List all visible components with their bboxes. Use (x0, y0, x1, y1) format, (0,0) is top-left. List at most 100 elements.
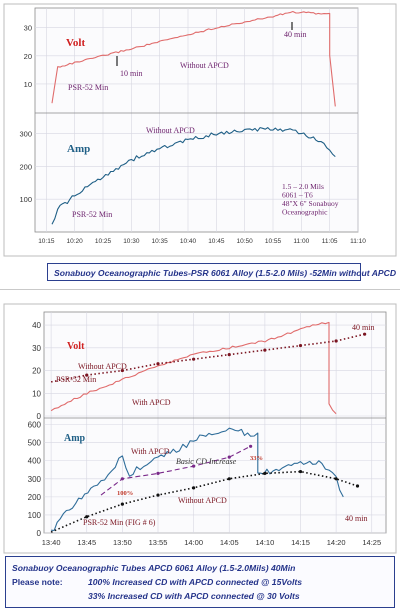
figure-2-marker-1-1-1 (85, 515, 89, 519)
figure-2-time-tick-6: 14:10 (255, 538, 274, 547)
figure-1: 10:15 10:20 10:25 10:30 10:35 10:40 10:45 10:50… (0, 0, 400, 258)
figure-1-y-tick-0-1: 20 (24, 52, 32, 61)
figure-1-info-1: 6061 – T6 (282, 191, 313, 200)
figure-2-y-tick-1-1: 100 (28, 511, 42, 520)
figure-divider (0, 289, 400, 290)
figure-1-amp-without-apcd: Without APCD (146, 126, 195, 135)
figure-2-marker-1-1-8 (334, 477, 338, 481)
figure-1-time-tick-7: 10:50 (237, 238, 254, 245)
figure-1-info-3: Oceanographic (282, 208, 328, 217)
figure-1-time-tick-6: 10:45 (208, 238, 225, 245)
figure-2-y-tick-1-0: 0 (37, 529, 42, 538)
figure-2-time-tick-1: 13:45 (77, 538, 96, 547)
figure-2-y-tick-0-0: 0 (37, 412, 42, 421)
figure-2-marker-0-1-4 (192, 357, 196, 361)
figure-2-marker-0-1-2 (120, 368, 124, 373)
figure-2-marker-1-1-6 (263, 471, 267, 475)
figure-1-volt-label: Volt (66, 37, 85, 49)
figure-1-trace-0 (51, 10, 336, 107)
figure-1-time-tick-8: 10:55 (265, 238, 282, 245)
figure-1-amp-psr-label: PSR-52 Min (72, 210, 112, 219)
figure-2-marker-0-1-6 (263, 348, 267, 352)
figure-1-time-tick-4: 10:35 (152, 238, 169, 245)
figure-1-y-tick-1-1: 200 (19, 162, 32, 171)
figure-2-y-tick-1-3: 300 (28, 475, 42, 484)
figure-2-y-tick-0-1: 10 (32, 389, 41, 398)
figure-2-volt-psr-label: PSR-52 Min (56, 375, 96, 384)
figure-2-y-tick-1-6: 600 (28, 421, 42, 430)
figure-2-trace-1-2 (100, 445, 251, 496)
figure-2-marker-0-1-5 (227, 353, 231, 357)
figure-2-y-tick-1-4: 400 (28, 457, 42, 466)
figure-2-marker-1-1-9 (355, 484, 360, 488)
figure-1-40min-label: 40 min (284, 30, 306, 39)
figure-1-10min-label: 10 min (120, 69, 142, 78)
figure-2-marker-1-2-4 (227, 455, 231, 459)
figure-2-amp-100pct: 100% (117, 490, 133, 497)
figure-1-info-0: 1.5 – 2.0 Mils (282, 182, 324, 191)
figure-2-volt-without-apcd: Without APCD (78, 362, 127, 371)
figure-2-volt-with-apcd: With APCD (132, 398, 171, 407)
figure-2-time-tick-0: 13:40 (42, 538, 61, 547)
figure-2-trace-1-1 (50, 470, 358, 533)
figure-1-caption: Sonabuoy Oceanographic Tubes-PSR 6061 Al… (47, 263, 396, 281)
figure-2-time-tick-2: 13:50 (113, 538, 132, 547)
figure-1-trace-1 (51, 127, 336, 225)
figure-2-marker-0-1-8 (334, 339, 338, 343)
figure-1-y-tick-1-2: 300 (19, 130, 32, 139)
figure-1-time-tick-5: 10:40 (180, 238, 197, 245)
figure-2-marker-1-2-2 (156, 471, 160, 475)
figure-2-marker-1-1-2 (120, 502, 124, 506)
figure-1-volt-psr-label: PSR-52 Min (68, 83, 108, 92)
figure-1-volt-without-apcd: Without APCD (180, 61, 229, 70)
figure-2-volt-40min: 40 min (352, 323, 374, 332)
figure-1-info-2: 48"X 6" Sonabuoy (282, 199, 339, 208)
figure-2-marker-0-1-9 (363, 332, 367, 336)
figure-1-y-tick-1-0: 100 (19, 195, 32, 204)
figure-2-y-tick-0-2: 20 (32, 367, 41, 376)
figure-1-time-tick-2: 10:25 (95, 238, 112, 245)
figure-2-caption-note-label: Please note: (12, 577, 63, 587)
figure-2-marker-1-2-1 (120, 477, 124, 481)
figure-1-time-tick-3: 10:30 (123, 238, 140, 245)
figure-2-marker-1-1-4 (192, 486, 196, 490)
figure-2-time-tick-3: 13:55 (149, 538, 168, 547)
figure-2-time-tick-5: 14:05 (220, 538, 239, 547)
figure-1-y-tick-0-2: 30 (24, 24, 32, 33)
figure-2-marker-0-1-7 (298, 343, 303, 348)
figure-1-amp-label: Amp (67, 143, 90, 155)
figure-2-caption-note-1: 100% Increased CD with APCD connected @ … (88, 577, 303, 587)
figure-2-marker-1-1-3 (156, 493, 160, 497)
figure-2-amp-with-apcd: With APCD (131, 447, 170, 456)
figure-2-time-tick-9: 14:25 (362, 538, 381, 547)
figure-1-caption-text: Sonabuoy Oceanographic Tubes-PSR 6061 Al… (54, 268, 397, 278)
figure-2-amp-40min: 40 min (345, 514, 367, 523)
figure-2-caption-title: Sonabuoy Oceanographic Tubes APCD 6061 A… (12, 563, 296, 573)
figure-1-time-tick-1: 10:20 (67, 238, 84, 245)
figure-1-time-tick-11: 11:10 (350, 238, 366, 245)
figure-2-caption-note-2: 33% Increased CD with APCD connected @ 3… (88, 591, 300, 601)
figure-2-amp-without-apcd: Without APCD (178, 496, 227, 505)
figure-2-y-tick-1-5: 500 (28, 439, 42, 448)
figure-2-y-tick-1-2: 200 (28, 493, 42, 502)
figure-2-marker-1-2-3 (192, 464, 196, 468)
figure-2-volt-label: Volt (67, 341, 85, 352)
figure-2-amp-psr-label: PSR-52 Min (FIG # 6) (83, 518, 156, 527)
figure-2-amp-basic-cd: Basic CD Increase (176, 457, 237, 466)
figure-2-amp-33pct: 33% (250, 455, 263, 462)
figure-1-time-tick-0: 10:15 (38, 238, 55, 245)
figure-1-plot-area (34, 7, 359, 233)
figure-2-marker-0-1-1 (85, 373, 89, 377)
figure-1-time-tick-9: 11:00 (293, 238, 309, 245)
figure-2-marker-0-1-3 (156, 362, 160, 366)
figure-1-y-tick-0-0: 10 (24, 80, 32, 89)
figure-1-time-tick-10: 11:05 (322, 238, 338, 245)
figure-2-marker-1-1-7 (298, 469, 303, 474)
figure-2-y-tick-0-4: 40 (32, 321, 41, 330)
figure-2-amp-label: Amp (64, 433, 86, 444)
figure-2-trace-0-0 (50, 321, 337, 415)
figure-2-marker-1-1-5 (227, 477, 231, 481)
figure-2-y-tick-0-3: 30 (32, 344, 41, 353)
figure-2: 13:40 13:45 13:50 13:55 14:00 14:05 14:10 14:15… (0, 300, 400, 555)
figure-1-chart: 10:15 10:20 10:25 10:30 10:35 10:40 10:45 10:50… (3, 3, 397, 257)
